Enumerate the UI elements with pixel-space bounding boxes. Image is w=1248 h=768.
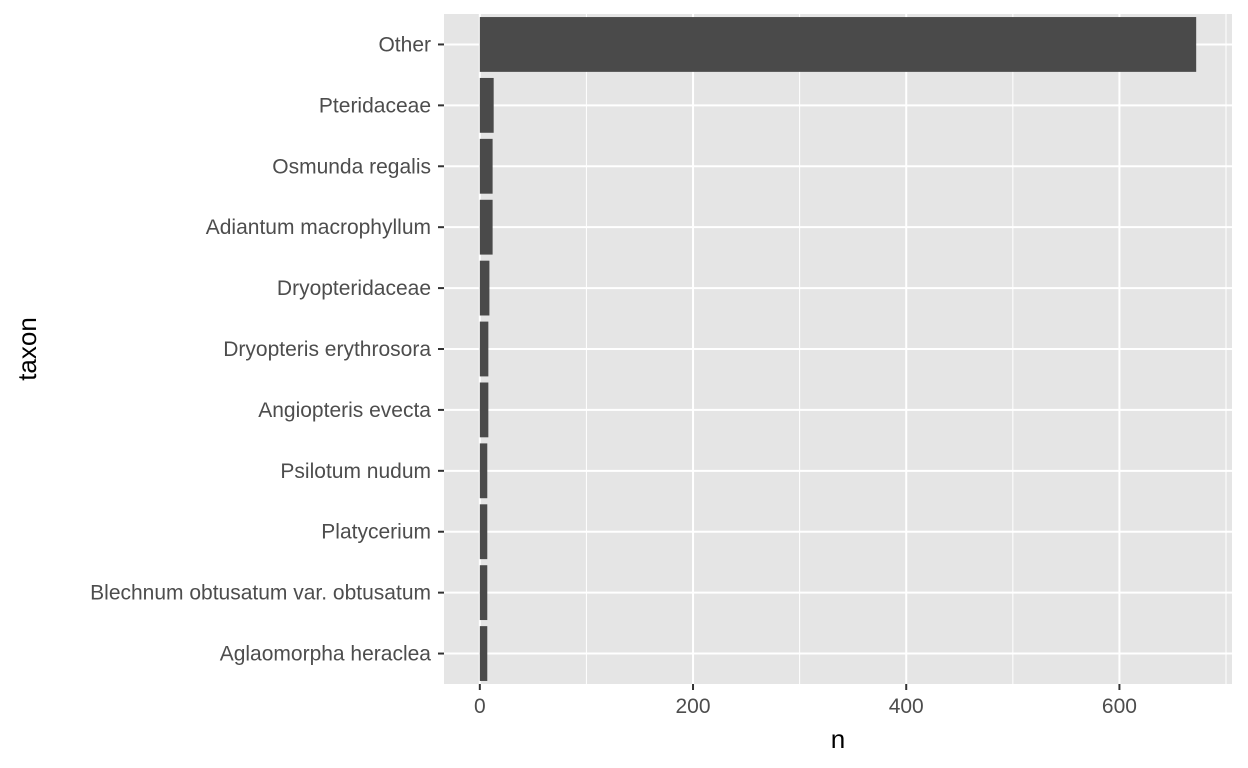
x-tick-label: 0 — [474, 695, 486, 718]
bar — [479, 382, 489, 438]
x-axis-title: n — [831, 724, 845, 754]
bar — [479, 199, 493, 255]
y-tick-label: Adiantum macrophyllum — [206, 216, 431, 239]
y-tick-label: Pteridaceae — [319, 94, 431, 117]
x-tick-label: 400 — [889, 695, 924, 718]
y-tick-label: Psilotum nudum — [280, 460, 431, 483]
bar — [479, 626, 488, 681]
bars — [479, 17, 1197, 681]
y-axis-title: taxon — [12, 317, 42, 381]
y-tick-label: Dryopteridaceae — [277, 277, 431, 300]
x-tick-label: 200 — [675, 695, 710, 718]
y-axis-ticks: Other Pteridaceae Osmunda regalis Adiantum … — [90, 33, 444, 666]
y-tick-label: Aglaomorpha heraclea — [220, 643, 432, 666]
y-tick-label: Other — [378, 33, 431, 56]
y-tick-label: Angiopteris evecta — [258, 399, 431, 422]
bar — [479, 17, 1197, 72]
y-tick-label: Platycerium — [321, 521, 431, 544]
bar — [479, 138, 493, 194]
x-axis-ticks: 0 200 400 600 — [474, 684, 1137, 718]
bar — [479, 321, 489, 377]
bar — [479, 443, 488, 499]
bar — [479, 260, 490, 316]
bar — [479, 504, 488, 560]
x-tick-label: 600 — [1102, 695, 1137, 718]
y-tick-label: Blechnum obtusatum var. obtusatum — [90, 582, 431, 605]
y-tick-label: Osmunda regalis — [272, 155, 431, 178]
bar — [479, 565, 488, 621]
y-tick-label: Dryopteris erythrosora — [223, 338, 431, 361]
bar — [479, 77, 494, 133]
